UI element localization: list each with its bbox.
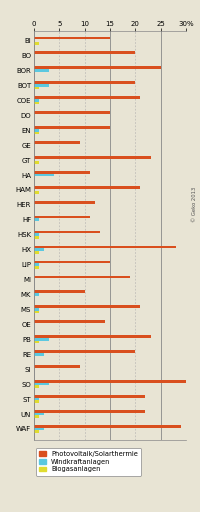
Bar — [34, 306, 140, 308]
Bar — [34, 171, 90, 174]
Bar — [34, 263, 39, 266]
Bar — [34, 84, 49, 87]
Bar — [34, 275, 130, 278]
Bar — [34, 191, 39, 194]
Bar — [34, 216, 90, 219]
Bar — [34, 430, 39, 433]
Bar — [34, 99, 39, 102]
Bar — [34, 311, 39, 313]
Bar — [34, 353, 44, 356]
Bar — [34, 425, 181, 428]
Bar — [34, 132, 39, 134]
Bar — [34, 308, 39, 311]
Bar — [34, 42, 39, 45]
Bar — [34, 141, 80, 144]
Bar — [34, 186, 140, 188]
Bar — [34, 293, 39, 296]
Bar — [34, 261, 110, 263]
Bar — [34, 102, 39, 104]
Bar — [34, 52, 135, 54]
Bar — [34, 231, 100, 233]
Bar — [34, 251, 39, 254]
Bar — [34, 67, 161, 69]
Bar — [34, 87, 39, 90]
Bar — [34, 365, 80, 368]
Bar — [34, 383, 49, 386]
Bar — [34, 290, 85, 293]
Bar — [34, 69, 49, 72]
Bar — [34, 410, 145, 413]
Bar — [34, 81, 135, 84]
Bar — [34, 398, 39, 400]
Bar — [34, 156, 151, 159]
Bar — [34, 233, 39, 236]
Bar — [34, 413, 44, 415]
Bar — [34, 174, 54, 176]
Bar — [34, 428, 44, 430]
Bar — [34, 129, 39, 132]
Text: © Geko 2013: © Geko 2013 — [192, 187, 198, 222]
Bar — [34, 415, 39, 418]
Bar — [34, 36, 110, 39]
Legend: Photovoltaik/Solarthermie, Windkraftanlagen, Biogasanlagen: Photovoltaik/Solarthermie, Windkraftanla… — [36, 448, 141, 476]
Bar — [34, 380, 186, 383]
Bar — [34, 248, 44, 251]
Bar — [34, 236, 39, 239]
Bar — [34, 321, 105, 323]
Bar — [34, 96, 140, 99]
Bar — [34, 338, 49, 340]
Bar — [34, 350, 135, 353]
Bar — [34, 266, 39, 269]
Bar — [34, 246, 176, 248]
Bar — [34, 111, 110, 114]
Bar — [34, 219, 39, 221]
Bar — [34, 161, 39, 164]
Bar — [34, 386, 39, 388]
Bar — [34, 400, 39, 403]
Bar — [34, 126, 110, 129]
Bar — [34, 201, 95, 204]
Bar — [34, 335, 151, 338]
Bar — [34, 340, 39, 344]
Bar — [34, 395, 145, 398]
